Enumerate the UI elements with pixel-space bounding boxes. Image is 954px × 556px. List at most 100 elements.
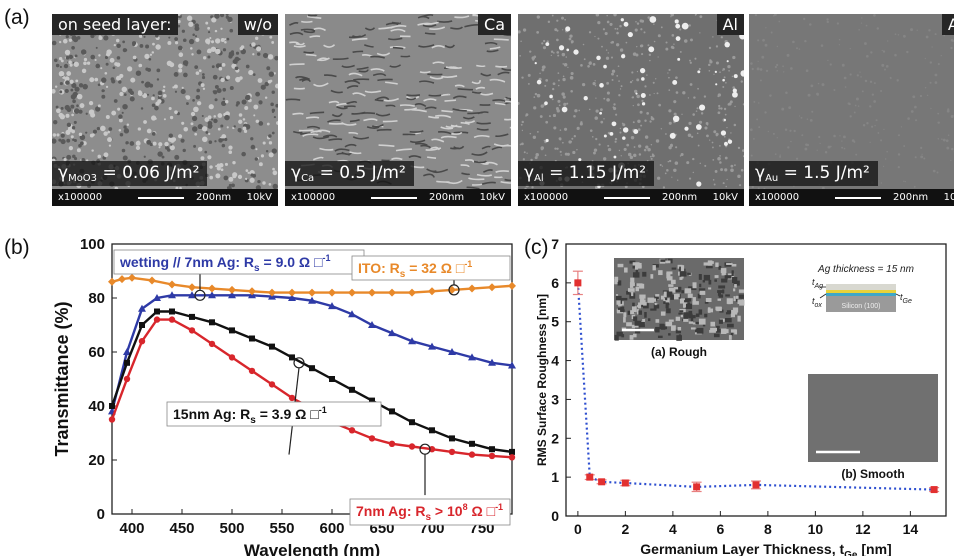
data-point (389, 408, 395, 415)
y-tick-label: 80 (88, 290, 105, 307)
t-ox-label: tox (812, 296, 822, 309)
data-point (228, 354, 236, 361)
series-annotation-2: 15nm Ag: Rs = 3.9 Ω □-1 (166, 401, 382, 427)
y-tick-label: 1 (551, 469, 559, 485)
data-point (508, 281, 516, 290)
magnification: x100000 (755, 192, 800, 203)
svg-text:ITO: Rs = 32 Ω □-1: ITO: Rs = 32 Ω □-1 (358, 259, 472, 280)
data-point (488, 358, 496, 366)
y-tick-label: 0 (97, 506, 105, 523)
voltage-label: 10kV (943, 192, 954, 203)
series-line-0 (110, 294, 513, 412)
data-point (249, 335, 255, 342)
scale-bar (371, 197, 417, 199)
y-tick-label: 7 (551, 236, 559, 252)
data-point (598, 478, 606, 486)
series-line-2 (110, 310, 513, 454)
data-point (208, 340, 216, 348)
x-tick-label: 0 (574, 521, 582, 537)
data-point (168, 291, 176, 299)
y-tick-label: 0 (551, 508, 559, 524)
data-point (139, 322, 145, 328)
data-point (188, 291, 196, 299)
data-point (574, 279, 582, 287)
data-point (348, 288, 356, 297)
data-point (138, 338, 146, 345)
data-point (208, 291, 216, 299)
data-point (229, 327, 235, 334)
data-point (128, 273, 136, 282)
data-point (349, 386, 355, 393)
y-tick-label: 3 (551, 391, 559, 407)
x-tick-label: 4 (669, 521, 677, 537)
magnification: x100000 (291, 192, 336, 203)
sem-info-bar: x100000 200nm 10kV (749, 189, 954, 206)
data-point (693, 483, 701, 491)
svg-text:wetting // 7nm Ag: Rs = 9.0 Ω: wetting // 7nm Ag: Rs = 9.0 Ω □-1 (119, 253, 331, 274)
data-point (168, 316, 176, 323)
voltage-label: 10kV (479, 192, 505, 203)
data-point (509, 448, 515, 455)
data-point (138, 304, 146, 312)
data-point (469, 440, 475, 447)
data-point (328, 302, 336, 310)
magnification: x100000 (58, 192, 103, 203)
x-tick-label: 10 (808, 521, 824, 537)
t-ag-label: tAg (812, 277, 823, 290)
sem-image-wo: on seed layer: w/o γMoO3 = 0.06 J/m² x10000… (52, 14, 278, 206)
data-point (388, 329, 396, 337)
y-axis-label: Transmittance (%) (52, 301, 72, 456)
inset-smooth-sem (808, 374, 938, 462)
series-annotation-1: ITO: Rs = 32 Ω □-1 (351, 255, 511, 281)
data-point (328, 288, 336, 297)
data-point (368, 321, 376, 328)
data-point (228, 285, 236, 294)
data-point (268, 288, 276, 297)
x-tick-label: 2 (621, 521, 629, 537)
scale-label: 200nm (429, 192, 465, 203)
silicon-label: Silicon (100) (842, 303, 881, 310)
sem-info-bar: x100000 200nm 10kV (285, 189, 511, 206)
data-point (309, 365, 315, 372)
data-point (123, 348, 131, 355)
data-point (268, 381, 276, 388)
data-point (269, 343, 275, 350)
data-point (168, 280, 176, 289)
plot-frame (111, 243, 513, 515)
callout-circle (293, 357, 305, 369)
surface-energy-label: γCa = 0.5 J/m² (285, 161, 414, 186)
plot-frame (565, 243, 947, 517)
data-point (148, 276, 156, 285)
data-point (448, 348, 456, 355)
x-tick-label: 500 (219, 520, 244, 537)
data-point (930, 486, 938, 494)
data-point (108, 416, 116, 423)
panel-a-letter: (a) (4, 6, 30, 29)
data-point (308, 296, 316, 304)
data-point (188, 327, 196, 334)
transmittance-chart: 400 450 500 550 600 650 700 750020406080100Wave… (52, 236, 516, 556)
y-tick-label: 100 (80, 236, 105, 253)
data-point (208, 284, 216, 293)
seed-material-tag: w/o (237, 14, 278, 35)
inset-smooth-label: (b) Smooth (841, 467, 904, 481)
scale-label: 200nm (662, 192, 698, 203)
seed-material-tag: Ca (478, 14, 511, 35)
data-point (489, 446, 495, 453)
y-tick-label: 60 (88, 344, 105, 361)
series-annotation-0: wetting // 7nm Ag: Rs = 9.0 Ω □-1 (113, 249, 365, 275)
series-line-1 (111, 276, 513, 294)
scale-label: 200nm (196, 192, 232, 203)
sem-image-au: Au γAu = 1.5 J/m² x100000 200nm 10kV (749, 14, 954, 206)
data-point (368, 435, 376, 442)
voltage-label: 10kV (246, 192, 272, 203)
panel-b-letter: (b) (4, 236, 30, 259)
data-point (369, 397, 375, 404)
x-tick-label: 6 (716, 521, 724, 537)
data-point (288, 294, 296, 301)
data-point (248, 367, 256, 375)
data-point (288, 288, 296, 297)
data-point (428, 287, 436, 296)
svg-text:15nm Ag: Rs = 3.9 Ω □-1: 15nm Ag: Rs = 3.9 Ω □-1 (173, 405, 327, 426)
